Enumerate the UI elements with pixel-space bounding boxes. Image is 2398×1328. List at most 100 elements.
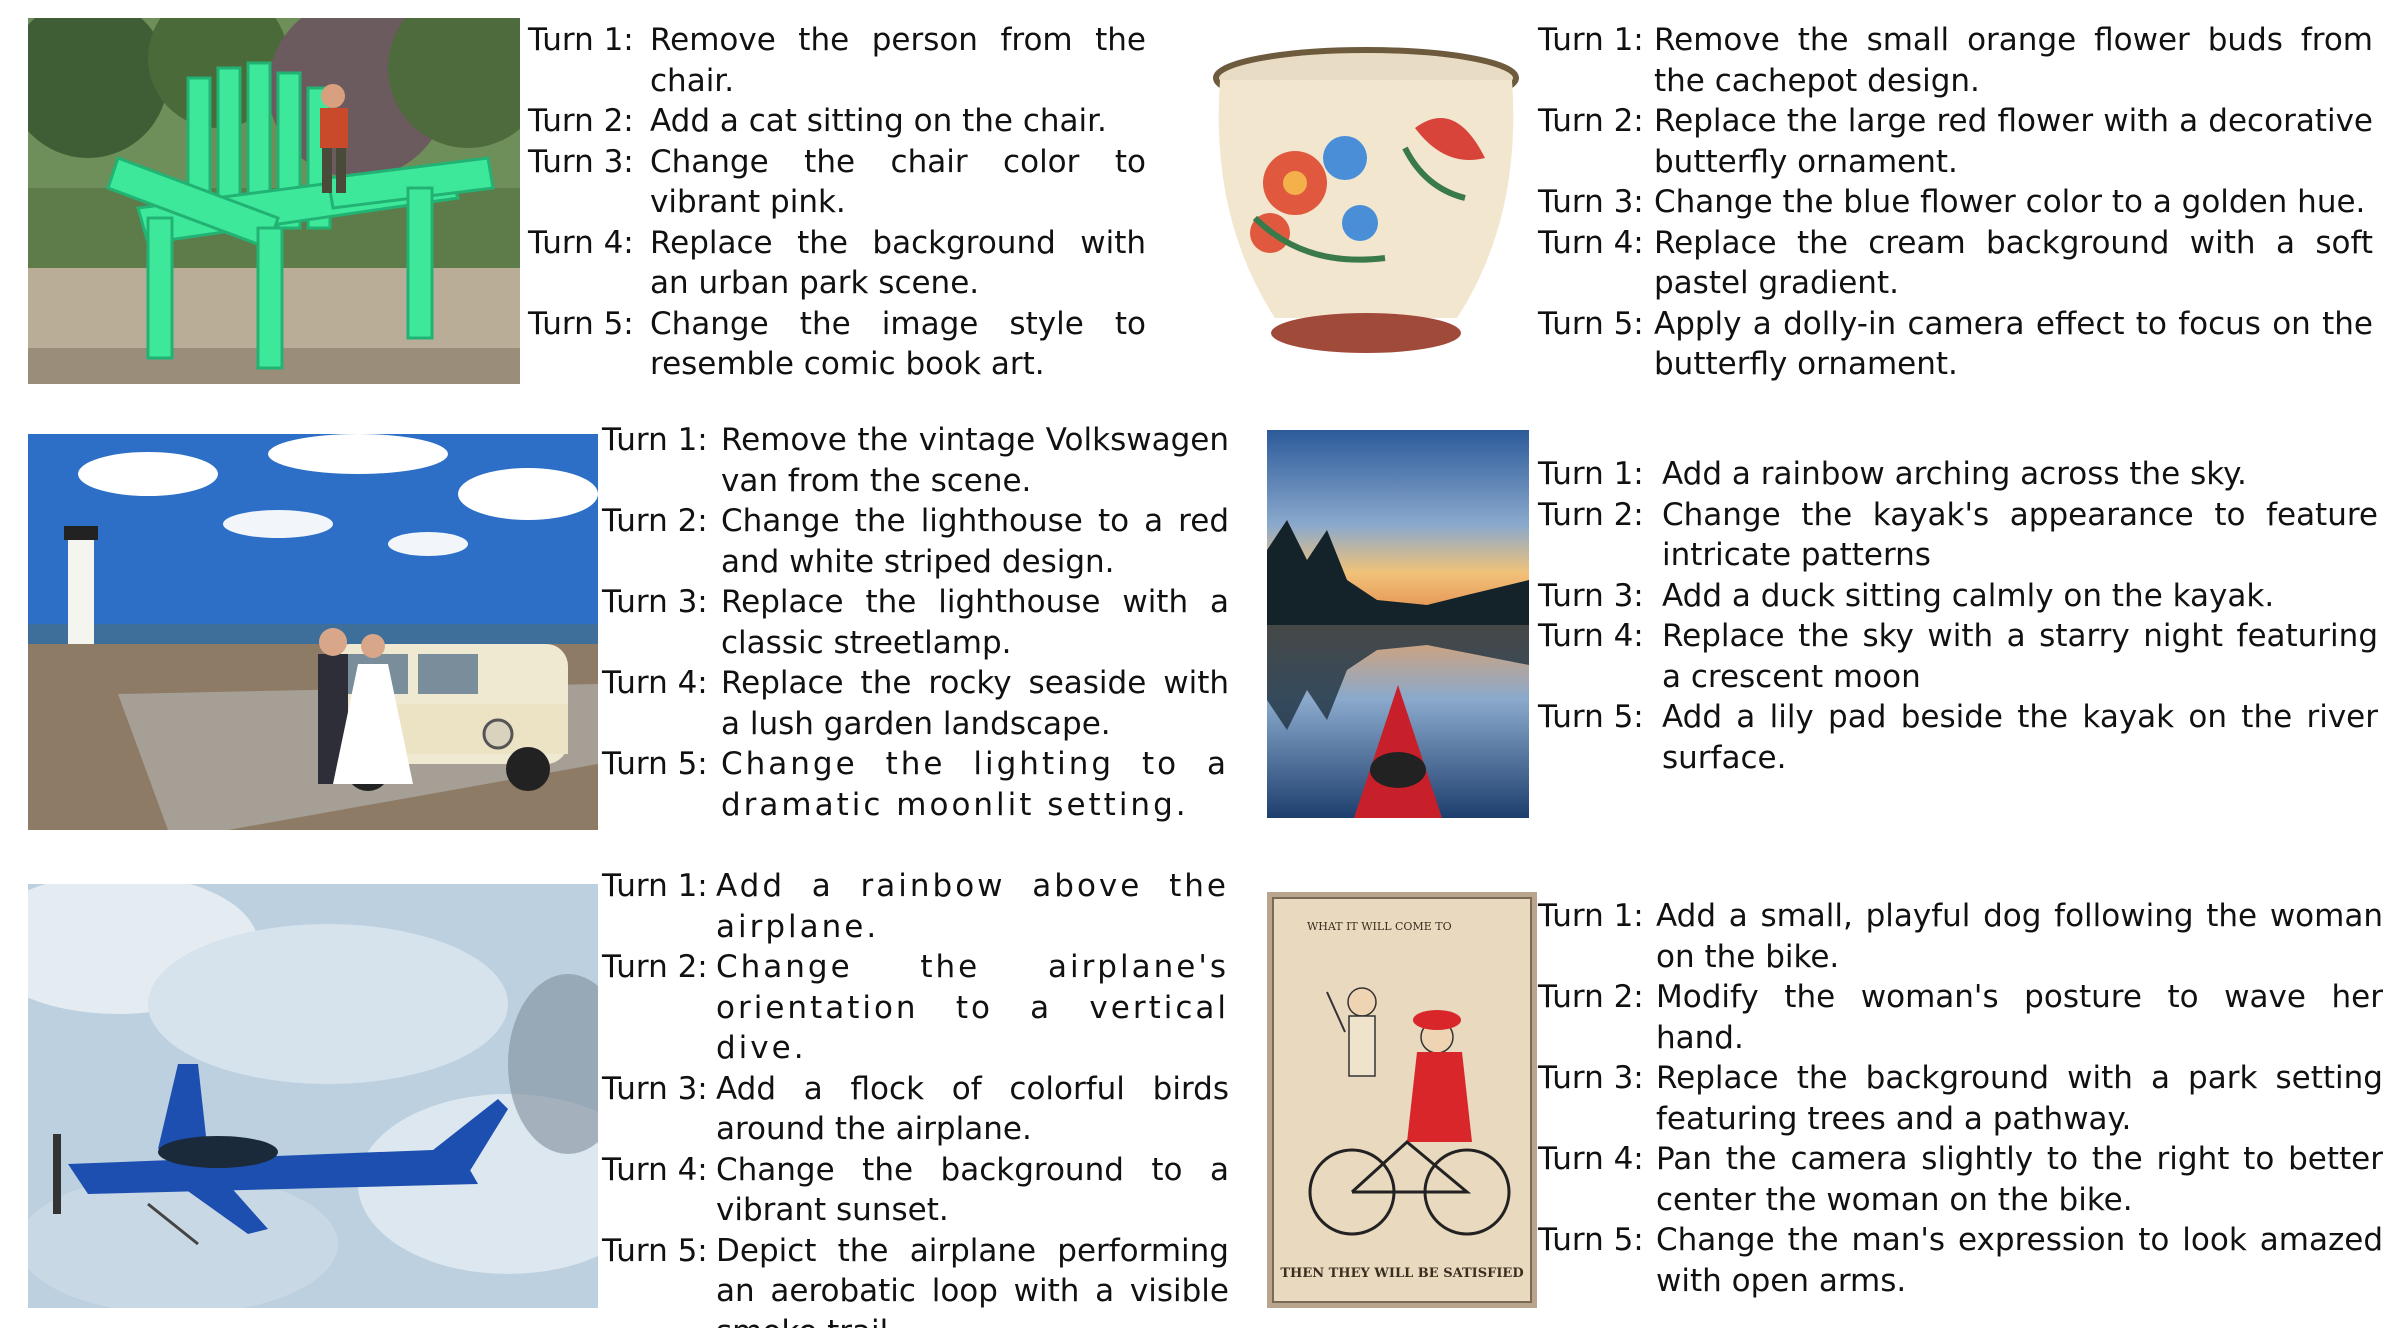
wedding-van-lighthouse-photo-icon <box>28 434 598 830</box>
turn-text: Add a rainbow arching across the sky. <box>1662 456 2247 492</box>
turn-label: Turn 1: <box>1538 22 1644 58</box>
turn-text: Modify the woman's posture to wave her h… <box>1656 979 2383 1056</box>
turn-item: Turn 4: Replace the sky with a starry nig… <box>1538 616 2378 697</box>
turn-label: Turn 1: <box>602 868 708 904</box>
kayak-river-photo-icon <box>1267 430 1529 818</box>
turn-list: Turn 1: Add a rainbow arching across the … <box>1538 454 2378 778</box>
turn-item: Turn 1: Remove the small orange flower bu… <box>1538 20 2373 101</box>
turn-label: Turn 3: <box>1538 577 1644 614</box>
turn-label: Turn 3: <box>1538 184 1644 220</box>
turn-item: Turn 1: Add a rainbow arching across the … <box>1538 454 2378 495</box>
turn-label: Turn 1: <box>1538 898 1644 934</box>
turn-list: Turn 1: Remove the person from the chair.… <box>528 20 1146 385</box>
turn-text: Add a small, playful dog following the w… <box>1656 898 2383 975</box>
turn-label: Turn 4: <box>528 224 634 261</box>
turn-item: Turn 3: Change the chair color to vibrant… <box>528 142 1146 223</box>
turn-label: Turn 2: <box>1538 979 1644 1015</box>
adirondack-chair-photo-icon <box>28 18 520 384</box>
turn-item: Turn 2: Change the airplane's orientation… <box>602 947 1229 1069</box>
turn-item: Turn 3: Change the blue flower color to a… <box>1538 182 2373 223</box>
turn-item: Turn 1: Remove the vintage Volkswagen van… <box>602 420 1229 501</box>
turn-label: Turn 1: <box>602 422 708 458</box>
turn-text: Change the blue flower color to a golden… <box>1654 184 2366 220</box>
turn-label: Turn 1: <box>1538 456 1644 492</box>
turn-text: Replace the lighthouse with a classic st… <box>721 584 1229 661</box>
postcard-top-caption: WHAT IT WILL COME TO <box>1307 920 1452 933</box>
turn-text: Add a rainbow above the airplane. <box>716 868 1229 945</box>
turn-label: Turn 2: <box>1538 103 1644 139</box>
turn-item: Turn 2: Modify the woman's posture to wav… <box>1538 977 2383 1058</box>
turn-text: Add a cat sitting on the chair. <box>650 103 1107 139</box>
turn-item: Turn 4: Pan the camera slightly to the ri… <box>1538 1139 2383 1220</box>
turn-text: Change the chair color to vibrant pink. <box>650 143 1146 221</box>
turn-item: Turn 2: Change the lighthouse to a red an… <box>602 501 1229 582</box>
turn-text: Replace the background with a park setti… <box>1656 1060 2383 1137</box>
turn-label: Turn 4: <box>1538 224 1644 261</box>
turn-label: Turn 3: <box>602 1070 708 1107</box>
turn-text: Change the lighthouse to a red and white… <box>721 503 1229 580</box>
turn-text: Change the image style to resemble comic… <box>650 305 1146 383</box>
turn-item: Turn 4: Replace the background with an ur… <box>528 223 1146 304</box>
turn-text: Add a flock of colorful birds around the… <box>716 1070 1229 1148</box>
turn-text: Change the airplane's orientation to a v… <box>716 949 1229 1066</box>
turn-label: Turn 2: <box>528 103 634 139</box>
turn-text: Add a duck sitting calmly on the kayak. <box>1662 577 2275 614</box>
aerobatic-airplane-photo-icon <box>28 884 598 1308</box>
turn-label: Turn 2: <box>602 503 708 539</box>
turn-item: Turn 3: Add a flock of colorful birds aro… <box>602 1069 1229 1150</box>
turn-label: Turn 4: <box>602 665 708 701</box>
turn-label: Turn 5: <box>602 746 708 782</box>
turn-item: Turn 5: Apply a dolly-in camera effect to… <box>1538 304 2373 385</box>
turn-label: Turn 5: <box>528 305 634 342</box>
turn-label: Turn 5: <box>1538 305 1644 342</box>
turn-text: Change the background to a vibrant sunse… <box>716 1151 1229 1229</box>
turn-item: Turn 5: Change the lighting to a dramatic… <box>602 744 1229 825</box>
turn-item: Turn 1: Remove the person from the chair. <box>528 20 1146 101</box>
cachepot-photo-icon <box>1185 18 1547 384</box>
turn-item: Turn 2: Change the kayak's appearance to … <box>1538 495 2378 576</box>
turn-label: Turn 3: <box>528 143 634 180</box>
turn-item: Turn 3: Replace the background with a par… <box>1538 1058 2383 1139</box>
turn-label: Turn 5: <box>1538 699 1644 735</box>
turn-item: Turn 4: Replace the cream background with… <box>1538 223 2373 304</box>
turn-item: Turn 3: Add a duck sitting calmly on the … <box>1538 576 2378 617</box>
turn-text: Replace the background with an urban par… <box>650 224 1146 302</box>
turn-item: Turn 4: Change the background to a vibran… <box>602 1150 1229 1231</box>
turn-text: Apply a dolly-in camera effect to focus … <box>1654 305 2373 383</box>
turn-text: Depict the airplane performing an aeroba… <box>716 1232 1229 1328</box>
turn-item: Turn 5: Add a lily pad beside the kayak o… <box>1538 697 2378 778</box>
turn-text: Remove the person from the chair. <box>650 22 1146 99</box>
turn-text: Add a lily pad beside the kayak on the r… <box>1662 699 2378 776</box>
turn-label: Turn 4: <box>602 1151 708 1188</box>
turn-text: Remove the small orange flower buds from… <box>1654 22 2373 99</box>
turn-item: Turn 2: Replace the large red flower with… <box>1538 101 2373 182</box>
turn-label: Turn 2: <box>602 949 708 985</box>
turn-label: Turn 5: <box>1538 1222 1644 1258</box>
turn-label: Turn 1: <box>528 22 634 58</box>
turn-item: Turn 4: Replace the rocky seaside with a … <box>602 663 1229 744</box>
turn-text: Replace the large red flower with a deco… <box>1654 103 2373 180</box>
turn-label: Turn 5: <box>602 1232 708 1269</box>
turn-label: Turn 3: <box>1538 1060 1644 1096</box>
turn-item: Turn 1: Add a rainbow above the airplane. <box>602 866 1229 947</box>
turn-item: Turn 5: Change the man's expression to lo… <box>1538 1220 2383 1301</box>
turn-list: Turn 1: Add a rainbow above the airplane.… <box>602 866 1229 1328</box>
turn-item: Turn 5: Change the image style to resembl… <box>528 304 1146 385</box>
turn-label: Turn 2: <box>1538 496 1644 533</box>
turn-label: Turn 3: <box>602 584 708 620</box>
turn-text: Change the man's expression to look amaz… <box>1656 1222 2383 1299</box>
turn-text: Change the lighting to a dramatic moonli… <box>721 746 1229 823</box>
turn-text: Replace the cream background with a soft… <box>1654 224 2373 302</box>
turn-text: Replace the sky with a starry night feat… <box>1662 618 2378 695</box>
vintage-postcard-bicycle-icon: WHAT IT WILL COME TO THEN THEY WILL BE S… <box>1267 892 1537 1308</box>
turn-label: Turn 4: <box>1538 618 1644 654</box>
turn-list: Turn 1: Remove the vintage Volkswagen van… <box>602 420 1229 825</box>
turn-text: Pan the camera slightly to the right to … <box>1656 1141 2383 1218</box>
turn-text: Change the kayak's appearance to feature… <box>1662 496 2378 574</box>
turn-text: Replace the rocky seaside with a lush ga… <box>721 665 1229 742</box>
turn-item: Turn 2: Add a cat sitting on the chair. <box>528 101 1146 142</box>
postcard-bottom-caption: THEN THEY WILL BE SATISFIED <box>1280 1266 1524 1281</box>
turn-item: Turn 1: Add a small, playful dog followin… <box>1538 896 2383 977</box>
turn-text: Remove the vintage Volkswagen van from t… <box>721 422 1229 499</box>
turn-item: Turn 5: Depict the airplane performing an… <box>602 1231 1229 1328</box>
